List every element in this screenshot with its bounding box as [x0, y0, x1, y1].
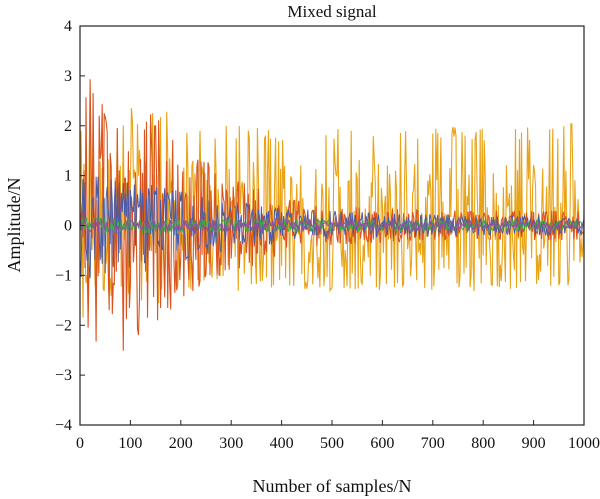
x-tick-label: 700 [421, 435, 445, 452]
x-tick-label: 500 [320, 435, 344, 452]
y-tick-label: 0 [64, 218, 72, 235]
y-axis: 4 3 2 1 0 −1 −2 −3 −4 [55, 18, 85, 434]
chart-title: Mixed signal [287, 2, 377, 21]
series-line-4 [79, 218, 585, 234]
x-tick-label: 600 [370, 435, 394, 452]
y-tick-label: 2 [64, 118, 72, 135]
y-tick-label: 1 [64, 168, 72, 185]
series-line-3 [79, 217, 585, 234]
y-tick-label: −1 [55, 267, 72, 284]
x-tick-label: 200 [169, 435, 193, 452]
y-tick-label: −2 [55, 317, 72, 334]
x-tick-label: 100 [118, 435, 142, 452]
x-tick-label: 300 [219, 435, 243, 452]
x-tick-label: 800 [471, 435, 495, 452]
x-tick-label: 900 [522, 435, 546, 452]
x-tick-label: 0 [76, 435, 84, 452]
series-line-0 [79, 87, 585, 318]
x-axis-label: Number of samples/N [253, 476, 412, 496]
y-tick-label: 4 [64, 18, 72, 35]
y-axis-label: Amplitude/N [4, 178, 24, 273]
y-tick-label: −4 [55, 417, 72, 434]
series-line-1 [79, 79, 585, 351]
x-tick-label: 400 [270, 435, 294, 452]
x-tick-label: 1000 [568, 435, 600, 452]
y-tick-label: −3 [55, 367, 72, 384]
x-axis: 0 100 200 300 400 500 600 700 800 900 1000 [76, 420, 600, 452]
y-tick-label: 3 [64, 68, 72, 85]
plot-area [79, 79, 585, 351]
